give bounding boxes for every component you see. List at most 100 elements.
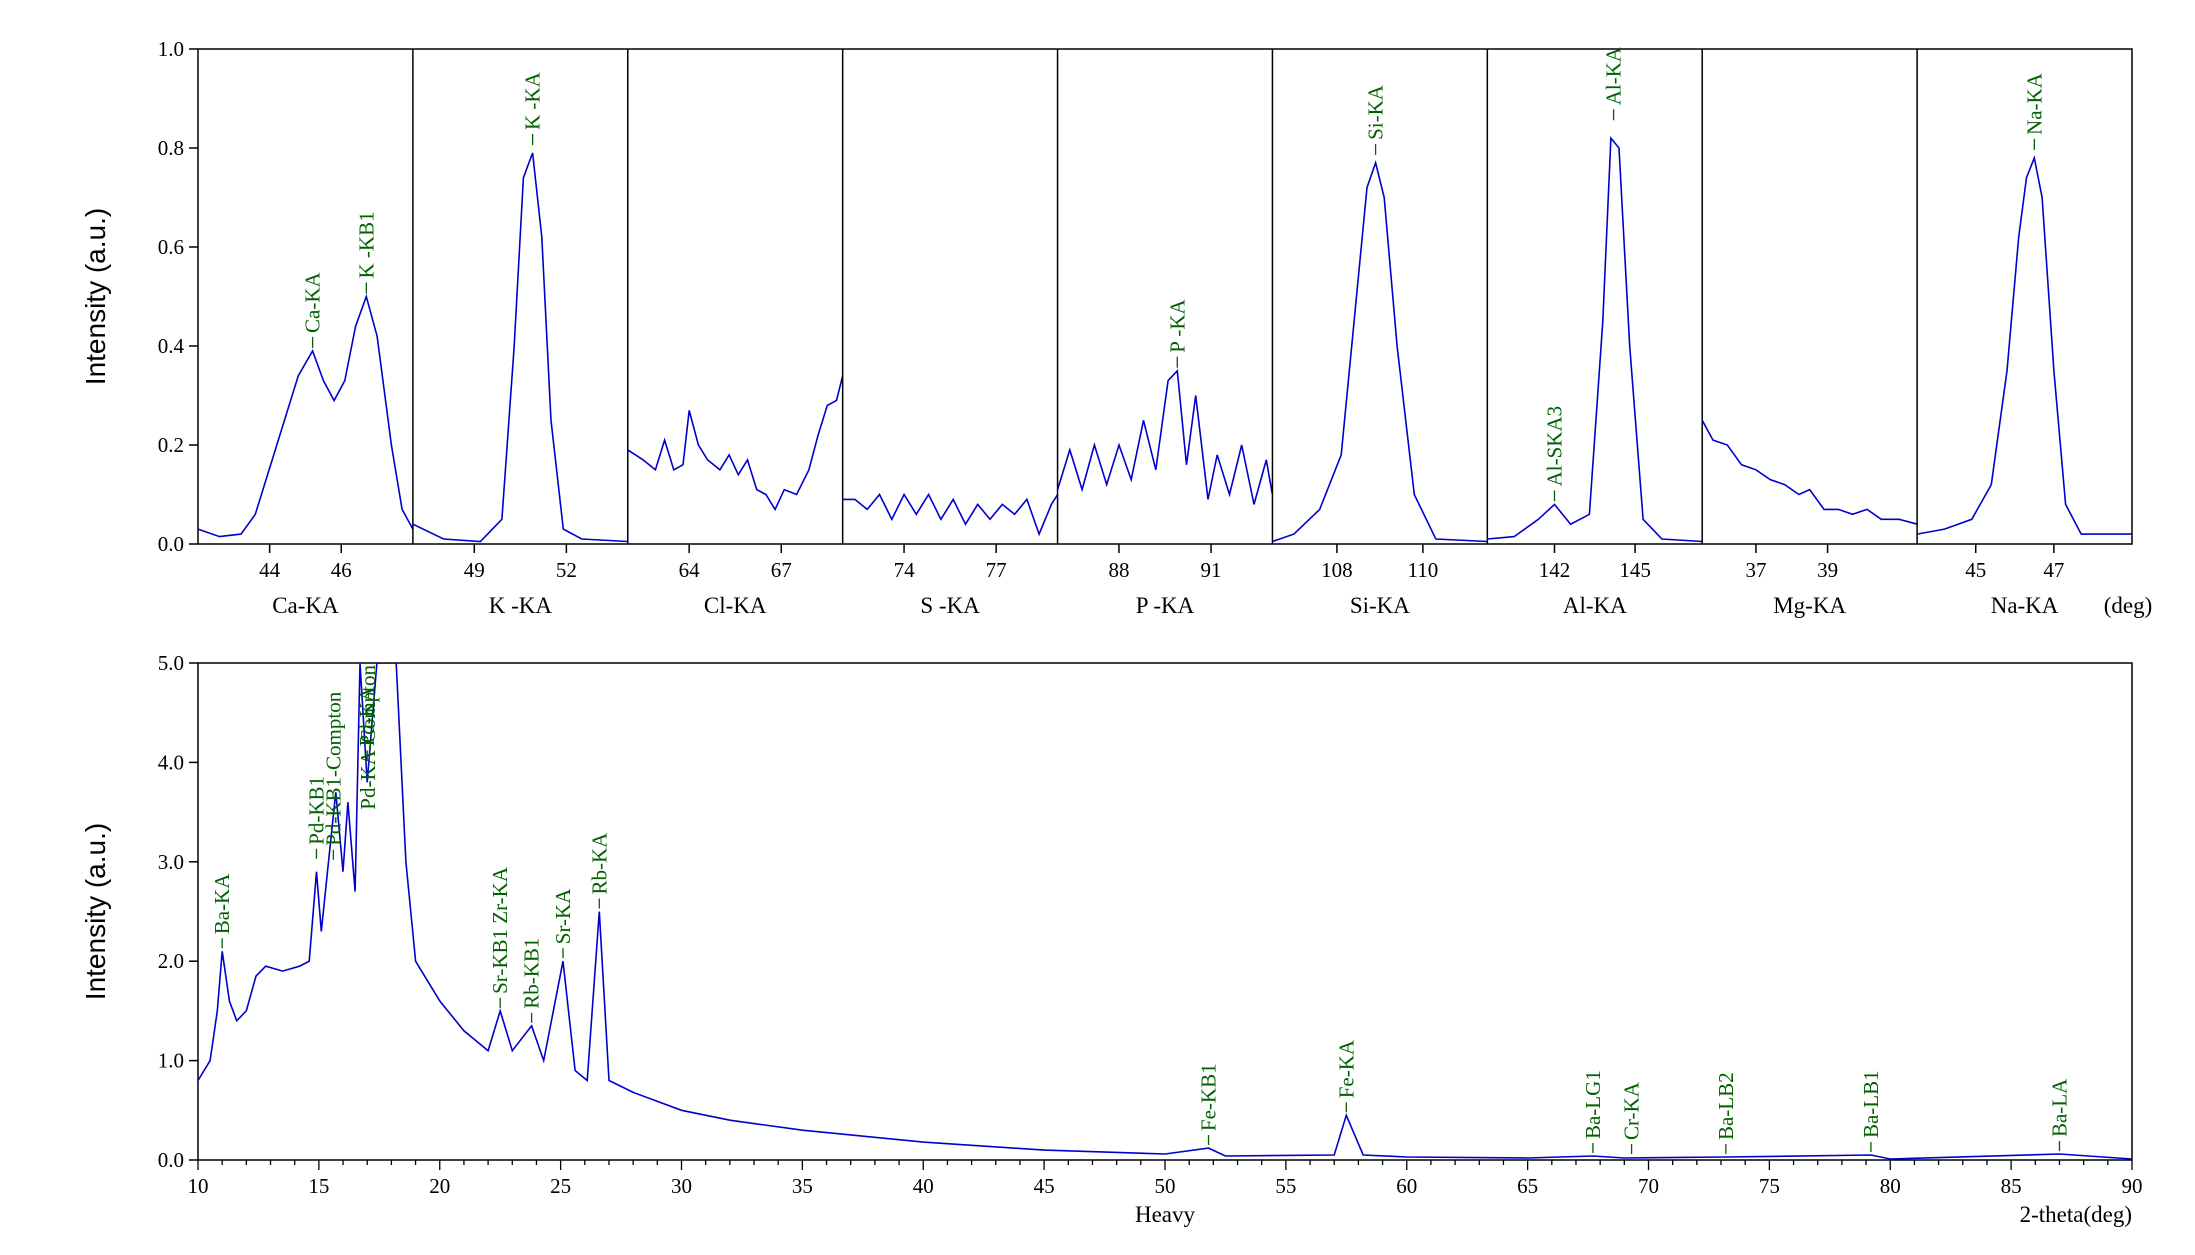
x-tick-label: 90 (2122, 1174, 2143, 1198)
peak-label: Fe-KB1 (1197, 1063, 1221, 1131)
x-tick-label: 35 (792, 1174, 813, 1198)
top-figure: 0.0 0.2 0.4 0.6 0.8 1.0 Intensity (a.u.) 44 46 Ca… (80, 37, 2152, 618)
x-tick-label: 37 (1745, 558, 1766, 582)
y-tick-label: 0.0 (158, 1148, 184, 1172)
panel-element-label: Mg-KA (1773, 593, 1846, 618)
peak-label: Sr-KA (551, 888, 575, 944)
peak-label: Fe-KA (1334, 1039, 1358, 1098)
peak-label: Ba-KA (210, 873, 234, 934)
x-tick-label: 145 (1619, 558, 1651, 582)
peak: Ba-LA (2047, 1078, 2071, 1152)
x-tick-label: 49 (464, 558, 485, 582)
peak-label: Ba-LB2 (1714, 1072, 1738, 1140)
peak-label: Rb-KA (587, 832, 611, 895)
peak: Ba-LB2 (1714, 1072, 1738, 1155)
peak: Pd-KA (355, 686, 379, 761)
y-tick-label: 1.0 (158, 1049, 184, 1073)
x-tick-label: 65 (1517, 1174, 1538, 1198)
peak-label: Sr-KB1 Zr-KA (488, 866, 512, 994)
x-tick-label: 30 (671, 1174, 692, 1198)
peak: Cr-KA (1620, 1081, 1644, 1155)
y-tick-label: 3.0 (158, 850, 184, 874)
panel-k-ka: 49 52K -KAK -KA (412, 49, 628, 618)
x-tick-label: 52 (556, 558, 577, 582)
peak-label: Ca-KA (301, 271, 325, 332)
y-axis-label: Intensity (a.u.) (80, 208, 111, 385)
panel-al-ka: 142 145 Al-KA Al-SKA3 Al-KA (1486, 46, 1703, 618)
peak-label: Na-KA (2022, 72, 2046, 135)
panel-s-ka: 74 77S -KA (841, 49, 1059, 618)
x-tick-label: 15 (308, 1174, 329, 1198)
y-tick-label: 2.0 (158, 949, 184, 973)
x-tick-label: 142 (1539, 558, 1571, 582)
x-tick-label: 74 (894, 558, 916, 582)
peak-label: Al-KA (1602, 46, 1626, 105)
x-tick-label: 45 (1034, 1174, 1055, 1198)
panel-element-label: Al-KA (1563, 593, 1627, 618)
x-tick-label: 60 (1396, 1174, 1417, 1198)
bottom-figure: 0.0 1.0 2.0 3.0 4.0 5.0 Intensity (a.u.) 10 15 20… (80, 651, 2143, 1227)
x-tick-label: 39 (1817, 558, 1838, 582)
spectrum-line (1701, 419, 1918, 525)
panel-element-label: Cl-KA (704, 593, 767, 618)
x-tick-label: 25 (550, 1174, 571, 1198)
peak: Pd-KB1-Compton (321, 691, 345, 860)
x-tick-label: 91 (1201, 558, 1222, 582)
peak: Sr-KA (551, 888, 575, 959)
y-tick-label: 0.4 (158, 334, 185, 358)
x-tick-label: 40 (913, 1174, 934, 1198)
x-tick-label: 47 (2043, 558, 2064, 582)
y-tick-label: 0.8 (158, 136, 184, 160)
panel-element-label: Ca-KA (272, 593, 339, 618)
spectrum-line (412, 152, 628, 543)
peak-label: Pd-KB1-Compton (321, 691, 345, 846)
spectrum-line (842, 492, 1059, 537)
peak-label: K -KB1 (354, 211, 378, 278)
x-tick-label: 77 (986, 558, 1007, 582)
panel-na-ka: 45 47 Na-KA Na-KA (1916, 49, 2132, 618)
peak: Rb-KB1 (520, 938, 544, 1023)
panel-element-label: S -KA (920, 593, 980, 618)
peak-label: Pd-KA-Compton (356, 665, 380, 810)
y-tick-label: 0.6 (158, 235, 184, 259)
spectrum-line (1487, 135, 1703, 543)
x-tick-label: 10 (188, 1174, 209, 1198)
y-tick-label: 4.0 (158, 750, 184, 774)
peak-label: Cr-KA (1620, 1081, 1644, 1140)
x-tick-label: 88 (1108, 558, 1129, 582)
peak-label: Al-SKA3 (1542, 406, 1566, 487)
x-axis-label: Heavy (1135, 1202, 1196, 1227)
x-tick-label: 80 (1880, 1174, 1901, 1198)
spectrum-line (197, 293, 414, 538)
panel-element-label: K -KA (489, 593, 553, 618)
y-tick-label: 5.0 (158, 651, 184, 675)
y-tick-label: 0.2 (158, 433, 184, 457)
x-tick-label: 20 (429, 1174, 450, 1198)
x-tick-label: 44 (259, 558, 281, 582)
panel-element-label: P -KA (1136, 593, 1195, 618)
peak-label: Ba-LB1 (1859, 1070, 1883, 1138)
peak-label: K -KA (521, 71, 545, 130)
peak: Ba-KA (210, 873, 234, 949)
peak: Pd-KA-Compton (356, 665, 380, 810)
x-tick-label: 64 (679, 558, 701, 582)
peak-label: Pd-KB1 (304, 776, 328, 845)
panel-element-label: Si-KA (1350, 593, 1410, 618)
x-tick-label: 67 (771, 558, 792, 582)
peak-label: Pd-KA (355, 686, 379, 746)
spectrum-line (1056, 368, 1274, 505)
peak: Fe-KB1 (1197, 1063, 1221, 1146)
top-plot-frame (197, 48, 2133, 545)
y-tick-label: 0.0 (158, 532, 184, 556)
x-tick-label: 55 (1275, 1174, 1296, 1198)
x-tick-label: 70 (1638, 1174, 1659, 1198)
peak: Ba-LB1 (1859, 1070, 1883, 1153)
peak-label: Si-KA (1364, 84, 1388, 140)
x-tick-label: 46 (331, 558, 352, 582)
peak: Fe-KA (1334, 1039, 1358, 1113)
peak-label: P -KA (1165, 298, 1189, 352)
spectrum-line (627, 375, 844, 512)
